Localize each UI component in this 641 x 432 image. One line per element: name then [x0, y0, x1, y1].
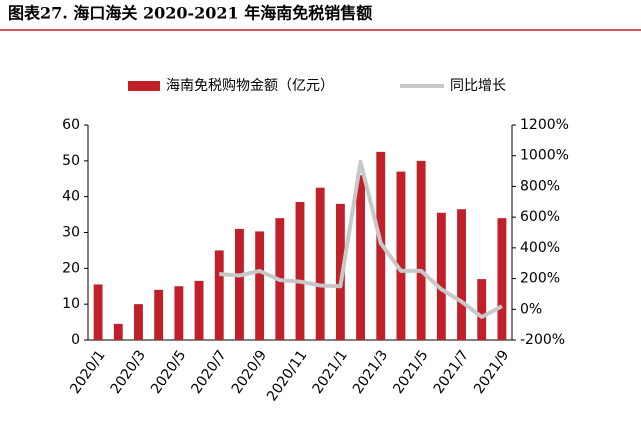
bar: [255, 231, 265, 340]
bar: [174, 286, 184, 340]
y-tick-label: 40: [62, 189, 80, 205]
y-tick-label: 20: [62, 260, 80, 276]
legend-label: 同比增长: [450, 78, 506, 94]
x-tick-label: 2021/9: [471, 347, 512, 397]
legend-swatch: [128, 81, 160, 91]
bar: [477, 279, 487, 340]
bar: [234, 228, 244, 340]
y2-tick-label: 200%: [520, 271, 560, 287]
x-tick-label: 2021/1: [310, 347, 351, 397]
x-tick-label: 2020/11: [264, 347, 310, 404]
y2-tick-label: 600%: [520, 209, 560, 225]
y2-tick-label: 400%: [520, 240, 560, 256]
bar: [194, 280, 204, 340]
bar: [315, 187, 325, 340]
y2-tick-label: -200%: [520, 332, 565, 348]
y-tick-label: 50: [62, 153, 80, 169]
bar: [436, 212, 446, 340]
x-tick-label: 2020/7: [188, 347, 229, 397]
y-tick-label: 0: [71, 332, 80, 348]
legend-label: 海南免税购物金额（亿元）: [166, 78, 334, 94]
x-tick-label: 2020/3: [108, 347, 149, 397]
x-tick-label: 2020/5: [148, 347, 189, 397]
x-tick-label: 2021/3: [350, 347, 391, 397]
y2-tick-label: 1200%: [520, 117, 569, 133]
bar: [457, 209, 466, 340]
bar: [134, 304, 143, 340]
y-tick-label: 10: [62, 296, 80, 312]
x-tick-label: 2021/5: [390, 347, 431, 397]
bar: [295, 202, 305, 340]
x-tick-label: 2020/1: [67, 347, 108, 397]
y2-tick-label: 1000%: [520, 148, 569, 164]
bar: [335, 203, 345, 340]
x-tick-label: 2021/7: [431, 347, 472, 397]
bar: [154, 289, 164, 340]
y2-tick-label: 800%: [520, 178, 560, 194]
line: [219, 159, 503, 319]
bar: [93, 284, 103, 340]
bar: [214, 250, 224, 340]
bar: [396, 171, 406, 340]
bar: [356, 175, 366, 340]
bar: [497, 218, 507, 340]
y2-tick-label: 0%: [520, 301, 542, 317]
y-tick-label: 60: [62, 117, 80, 133]
bar: [113, 323, 123, 340]
x-tick-label: 2020/9: [229, 347, 270, 397]
y-tick-label: 30: [62, 225, 80, 241]
bar: [416, 160, 426, 340]
chart-title: 图表27. 海口海关 2020-2021 年海南免税销售额: [8, 4, 372, 23]
